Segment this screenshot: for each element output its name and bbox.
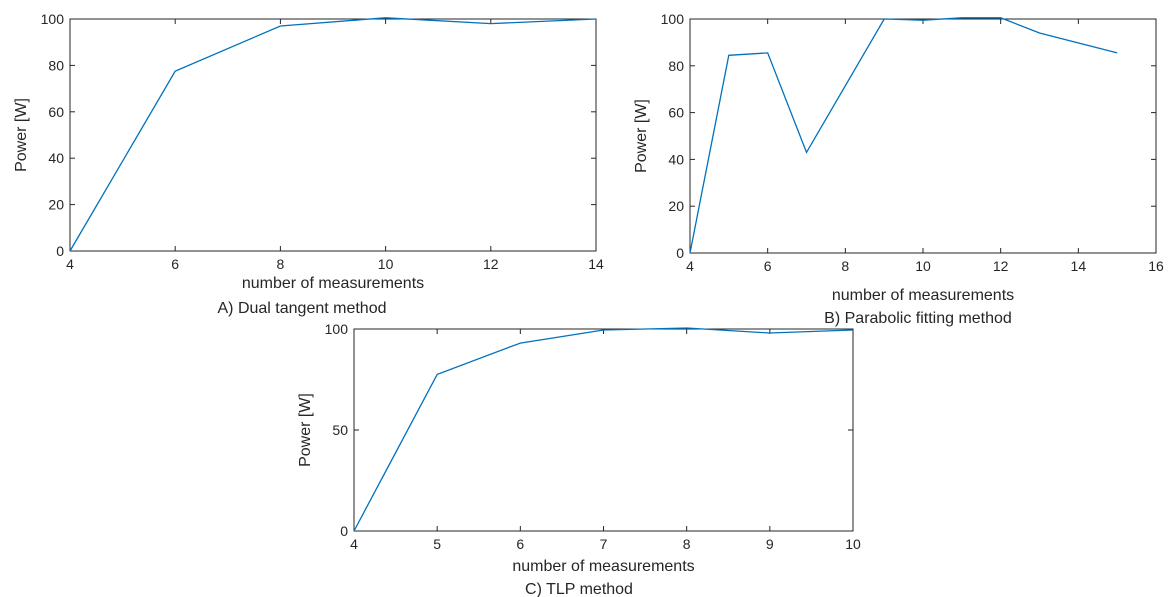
y-axis-label: Power [W] [633,99,650,173]
series-line [353,327,854,532]
y-tick-label: 50 [332,422,348,438]
x-tick-label: 5 [433,536,441,552]
x-axis-label: number of measurements [832,287,1014,304]
y-tick-label: 60 [48,104,64,120]
y-tick-label: 80 [668,58,684,74]
plot-area [69,18,597,252]
x-tick-label: 8 [841,258,849,274]
x-tick-label: 14 [588,256,604,272]
y-axis-label: Power [W] [297,393,314,467]
y-tick-label: 60 [668,105,684,121]
x-tick-label: 16 [1148,258,1164,274]
y-tick-label: 0 [56,243,64,259]
y-tick-label: 100 [661,11,685,27]
x-tick-label: 14 [1071,258,1087,274]
y-tick-label: 20 [668,198,684,214]
y-tick-label: 80 [48,57,64,73]
x-tick-label: 4 [66,256,74,272]
y-tick-label: 40 [48,150,64,166]
x-tick-label: 8 [683,536,691,552]
y-tick-label: 0 [676,245,684,261]
panel-caption: B) Parabolic fitting method [824,310,1012,327]
series-line [689,17,1118,254]
panel-dual-tangent: 4 6 8 10 12 14 0 20 40 60 80 100 number of measureme… [13,11,604,317]
x-axis-label: number of measurements [242,275,424,292]
y-tick-label: 0 [340,523,348,539]
x-tick-label: 8 [277,256,285,272]
y-tick-label: 40 [668,151,684,167]
x-tick-label: 6 [764,258,772,274]
panel-caption: A) Dual tangent method [218,300,387,317]
plot-area [689,18,1157,254]
x-tick-label: 6 [171,256,179,272]
y-tick-label: 20 [48,197,64,213]
y-axis-label: Power [W] [13,98,30,172]
x-tick-label: 10 [845,536,861,552]
x-tick-label: 6 [516,536,524,552]
x-tick-label: 4 [686,258,694,274]
y-tick-label: 100 [41,11,65,27]
x-tick-label: 9 [766,536,774,552]
panel-parabolic-fitting: 4 6 8 10 12 14 16 0 20 40 60 80 100 number of measure… [633,11,1164,327]
x-tick-label: 7 [600,536,608,552]
x-tick-label: 12 [483,256,499,272]
x-tick-label: 10 [378,256,394,272]
x-tick-label: 10 [915,258,931,274]
x-tick-label: 12 [993,258,1009,274]
x-axis-label: number of measurements [512,558,694,575]
x-tick-label: 4 [350,536,358,552]
panel-caption: C) TLP method [525,581,633,597]
series-line [69,17,597,252]
y-tick-label: 100 [325,321,349,337]
plot-area [353,328,854,532]
